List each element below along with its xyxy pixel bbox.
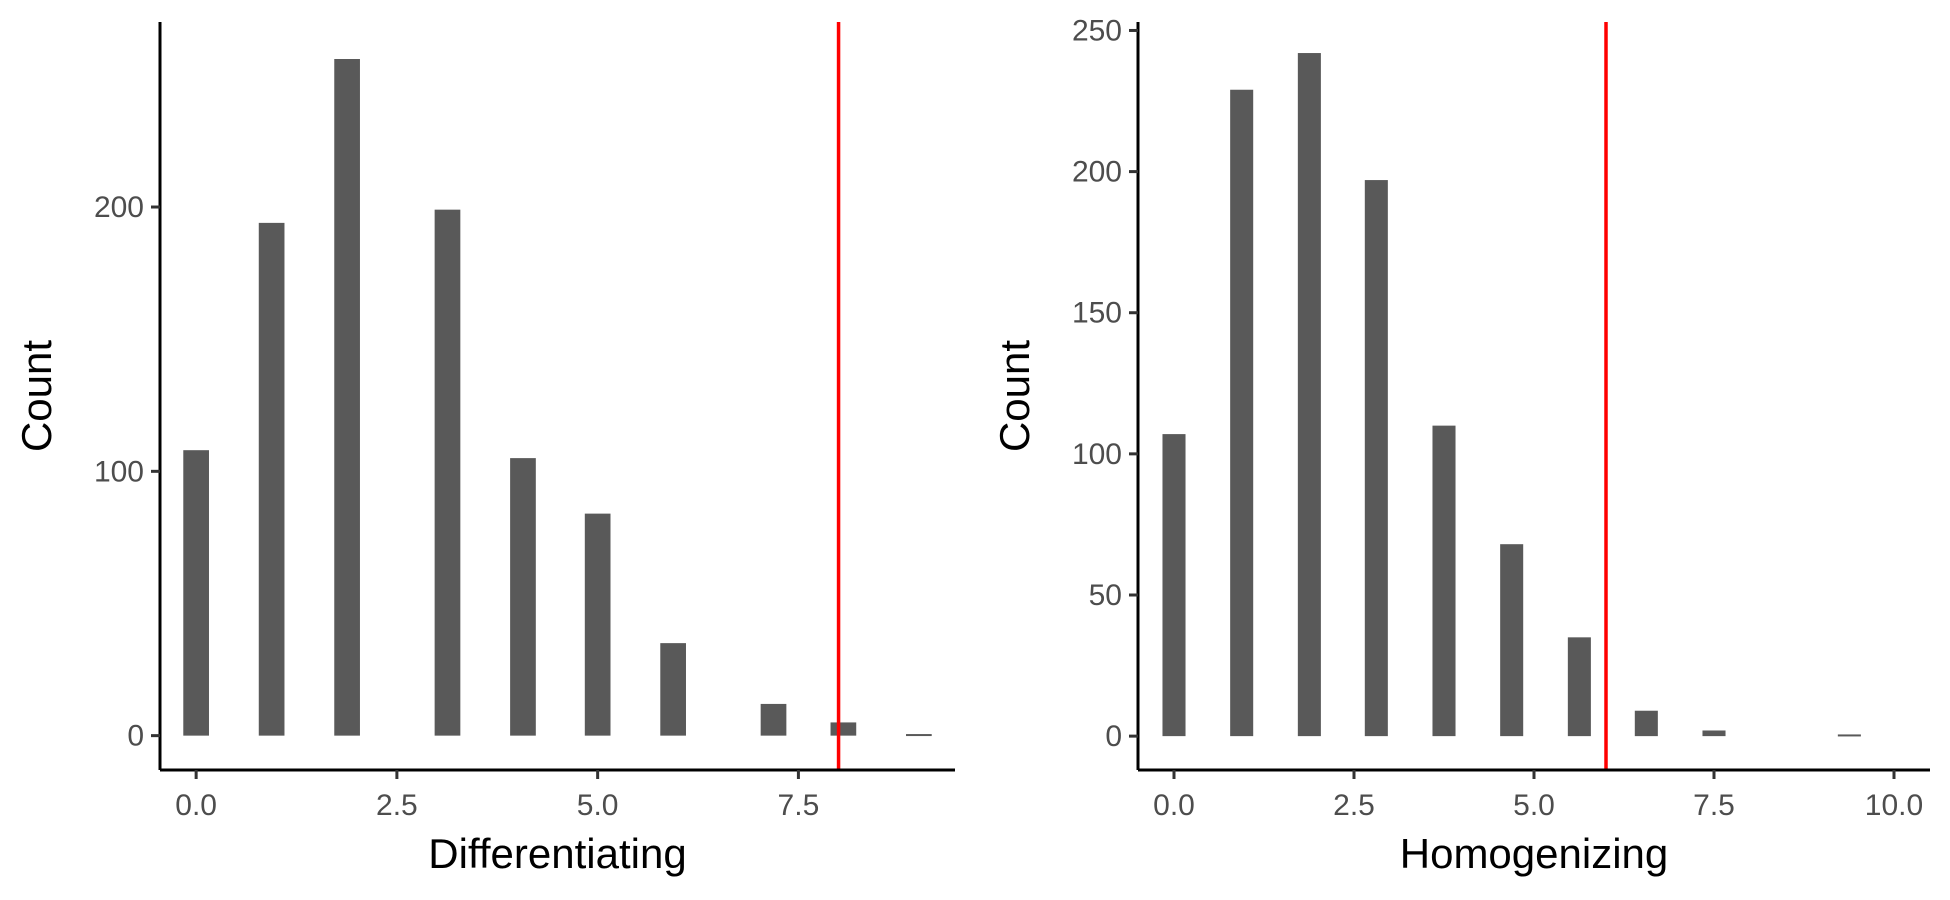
homog-bar-5 bbox=[1500, 544, 1524, 737]
homog-bar-3 bbox=[1364, 180, 1388, 737]
homog-x-tick-label-3: 7.5 bbox=[1693, 789, 1735, 822]
diff-bar-8 bbox=[830, 722, 857, 736]
diff-y-axis-title: Count bbox=[13, 340, 60, 452]
diff-bar-3 bbox=[434, 209, 461, 736]
homog-y-tick-label-3: 150 bbox=[1072, 297, 1122, 330]
homog-bar-6 bbox=[1567, 637, 1591, 737]
diff-bar-1 bbox=[258, 222, 285, 736]
homog-bar-0 bbox=[1162, 434, 1186, 737]
homog-bar-2 bbox=[1297, 53, 1321, 737]
homog-y-tick-label-4: 200 bbox=[1072, 156, 1122, 189]
diff-bar-2 bbox=[334, 59, 360, 736]
homog-y-tick-label-2: 100 bbox=[1072, 438, 1122, 471]
homog-bar-1 bbox=[1230, 89, 1254, 737]
diff-bar-7 bbox=[760, 703, 787, 736]
panel-homogenizing: 0 50 100 150 200 250 0.0 2.5 5.0 7.5 10.0 Homogeniz… bbox=[991, 14, 1930, 877]
diff-bar-4 bbox=[510, 458, 536, 736]
diff-bar-6 bbox=[660, 643, 686, 736]
homog-x-tick-label-2: 5.0 bbox=[1513, 789, 1555, 822]
homog-y-tick-label-5: 250 bbox=[1072, 14, 1122, 47]
homog-bar-8 bbox=[1702, 730, 1726, 737]
panel-differentiating: 0 100 200 0.0 2.5 5.0 7.5 Differentiating Count bbox=[13, 22, 955, 877]
diff-x-tick-label-3: 7.5 bbox=[778, 789, 820, 822]
homog-bar-7 bbox=[1634, 710, 1658, 737]
diff-x-tick-label-0: 0.0 bbox=[175, 789, 217, 822]
diff-y-tick-label-1: 100 bbox=[94, 455, 144, 488]
homog-bar-9 bbox=[1837, 734, 1861, 737]
diff-bar-0 bbox=[183, 450, 209, 736]
diff-bar-5 bbox=[584, 513, 611, 736]
homog-y-axis-title: Count bbox=[991, 340, 1038, 452]
diff-x-tick-label-2: 5.0 bbox=[577, 789, 619, 822]
homog-y-tick-label-1: 50 bbox=[1089, 579, 1122, 612]
homog-x-axis-title: Homogenizing bbox=[1400, 830, 1669, 877]
diff-bar-9 bbox=[906, 734, 932, 737]
homog-x-tick-label-0: 0.0 bbox=[1153, 789, 1195, 822]
homog-y-tick-label-0: 0 bbox=[1105, 720, 1122, 753]
diff-y-tick-label-0: 0 bbox=[127, 720, 144, 753]
homog-x-tick-label-4: 10.0 bbox=[1865, 789, 1923, 822]
diff-y-tick-label-2: 200 bbox=[94, 191, 144, 224]
homog-x-tick-label-1: 2.5 bbox=[1333, 789, 1375, 822]
homog-bar-4 bbox=[1432, 425, 1456, 737]
diff-x-axis-title: Differentiating bbox=[428, 830, 686, 877]
diff-x-tick-label-1: 2.5 bbox=[376, 789, 418, 822]
